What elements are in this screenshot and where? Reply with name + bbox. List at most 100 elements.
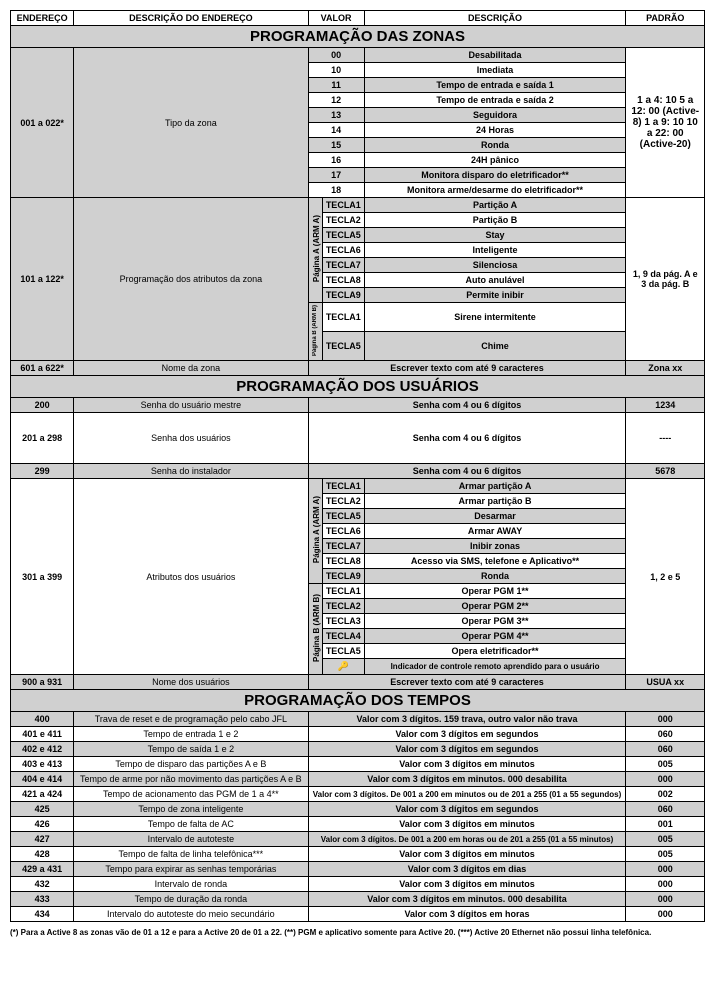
section-zonas: PROGRAMAÇÃO DAS ZONAS [11, 26, 705, 48]
nome-zona-label: Nome da zona [74, 361, 308, 376]
addr-601-622: 601 a 622* [11, 361, 74, 376]
tempo-padrao-5: 002 [626, 787, 705, 802]
ua-b-d-1: Operar PGM 2** [364, 599, 626, 614]
tempo-padrao-7: 001 [626, 817, 705, 832]
tempo-end-1: Tempo de entrada 1 e 2 [74, 727, 308, 742]
col-endereco: ENDEREÇO [11, 11, 74, 26]
ua-b-d-5: Indicador de controle remoto aprendido p… [364, 659, 626, 675]
ua-a-d-0: Armar partição A [364, 479, 626, 494]
ua-b-d-3: Operar PGM 4** [364, 629, 626, 644]
attr-a-d-4: Silenciosa [364, 258, 626, 273]
ua-a-t-3: TECLA6 [322, 524, 364, 539]
ua-a-d-2: Desarmar [364, 509, 626, 524]
attr-a-d-3: Inteligente [364, 243, 626, 258]
attr-a-d-6: Permite inibir [364, 288, 626, 303]
tempo-desc-4: Valor com 3 dígitos em minutos. 000 desa… [308, 772, 626, 787]
attr-b-d-1: Chime [364, 332, 626, 361]
ua-a-t-5: TECLA8 [322, 554, 364, 569]
zona-d-0: Desabilitada [364, 48, 626, 63]
tempo-addr-10: 429 a 431 [11, 862, 74, 877]
group-b-label: Página B (ARM B) [308, 303, 322, 361]
usr200-padrao: 1234 [626, 398, 705, 413]
tempo-end-10: Tempo para expirar as senhas temporárias [74, 862, 308, 877]
ua-b-d-2: Operar PGM 3** [364, 614, 626, 629]
attr-b-t-0: TECLA1 [322, 303, 364, 332]
zona-v-8: 17 [308, 168, 364, 183]
ua-b-d-0: Operar PGM 1** [364, 584, 626, 599]
ua-b-t-3: TECLA4 [322, 629, 364, 644]
addr-299: 299 [11, 464, 74, 479]
addr-200: 200 [11, 398, 74, 413]
attr-a-d-1: Partição B [364, 213, 626, 228]
attr-a-t-0: TECLA1 [322, 198, 364, 213]
tempo-desc-3: Valor com 3 dígitos em minutos [308, 757, 626, 772]
tempo-padrao-1: 060 [626, 727, 705, 742]
ua-a-t-4: TECLA7 [322, 539, 364, 554]
footnotes: (*) Para a Active 8 as zonas vão de 01 a… [10, 928, 705, 937]
tempo-padrao-3: 005 [626, 757, 705, 772]
ua-b-t-4: TECLA5 [322, 644, 364, 659]
ua-a-d-1: Armar partição B [364, 494, 626, 509]
tempo-addr-6: 425 [11, 802, 74, 817]
usr299-label: Senha do instalador [74, 464, 308, 479]
usr200-label: Senha do usuário mestre [74, 398, 308, 413]
zona-d-5: 24 Horas [364, 123, 626, 138]
tempo-desc-12: Valor com 3 dígitos em minutos. 000 desa… [308, 892, 626, 907]
ua-a-t-2: TECLA5 [322, 509, 364, 524]
tempo-addr-8: 427 [11, 832, 74, 847]
zona-v-2: 11 [308, 78, 364, 93]
attr-a-t-2: TECLA5 [322, 228, 364, 243]
zona-d-6: Ronda [364, 138, 626, 153]
tempo-padrao-2: 060 [626, 742, 705, 757]
zona-v-9: 18 [308, 183, 364, 198]
tempo-end-7: Tempo de falta de AC [74, 817, 308, 832]
zona-d-8: Monitora disparo do eletrificador** [364, 168, 626, 183]
zona-v-3: 12 [308, 93, 364, 108]
ua-b-d-4: Opera eletrificador** [364, 644, 626, 659]
tempo-padrao-6: 060 [626, 802, 705, 817]
attr-a-t-6: TECLA9 [322, 288, 364, 303]
col-desc: DESCRIÇÃO [364, 11, 626, 26]
attr-padrao: 1, 9 da pág. A e 3 da pág. B [626, 198, 705, 361]
tempo-end-4: Tempo de arme por não movimento das part… [74, 772, 308, 787]
usr-group-a: Página A (ARM A) [308, 479, 322, 584]
tempo-end-8: Intervalo de autoteste [74, 832, 308, 847]
tempo-end-6: Tempo de zona inteligente [74, 802, 308, 817]
zona-v-7: 16 [308, 153, 364, 168]
ua-b-t-5: 🔑 [322, 659, 364, 675]
tempo-desc-7: Valor com 3 dígitos em minutos [308, 817, 626, 832]
tempo-addr-13: 434 [11, 907, 74, 922]
ua-a-t-6: TECLA9 [322, 569, 364, 584]
addr-301-399: 301 a 399 [11, 479, 74, 675]
addr-900-931: 900 a 931 [11, 675, 74, 690]
tempo-end-3: Tempo de disparo das partições A e B [74, 757, 308, 772]
tempo-desc-1: Valor com 3 dígitos em segundos [308, 727, 626, 742]
tempo-desc-6: Valor com 3 dígitos em segundos [308, 802, 626, 817]
nome-usr-label: Nome dos usuários [74, 675, 308, 690]
usr299-desc: Senha com 4 ou 6 dígitos [308, 464, 626, 479]
section-usuarios: PROGRAMAÇÃO DOS USUÁRIOS [11, 376, 705, 398]
attr-a-d-2: Stay [364, 228, 626, 243]
usr201-label: Senha dos usuários [74, 413, 308, 464]
usr-group-b: Página B (ARM B) [308, 584, 322, 675]
tempo-addr-1: 401 e 411 [11, 727, 74, 742]
tempo-end-0: Trava de reset e de programação pelo cab… [74, 712, 308, 727]
zona-padrao: 1 a 4: 10 5 a 12: 00 (Active-8) 1 a 9: 1… [626, 48, 705, 198]
tempo-padrao-10: 000 [626, 862, 705, 877]
tipo-zona-label: Tipo da zona [74, 48, 308, 198]
tempo-desc-0: Valor com 3 dígitos. 159 trava, outro va… [308, 712, 626, 727]
tempo-padrao-0: 000 [626, 712, 705, 727]
col-valor: VALOR [308, 11, 364, 26]
ua-a-d-6: Ronda [364, 569, 626, 584]
zona-d-7: 24H pânico [364, 153, 626, 168]
attr-b-d-0: Sirene intermitente [364, 303, 626, 332]
zona-v-0: 00 [308, 48, 364, 63]
addr-101-122: 101 a 122* [11, 198, 74, 361]
tempo-end-2: Tempo de saída 1 e 2 [74, 742, 308, 757]
tempo-addr-4: 404 e 414 [11, 772, 74, 787]
tempo-padrao-4: 000 [626, 772, 705, 787]
tempo-desc-11: Valor com 3 dígitos em minutos [308, 877, 626, 892]
section-tempos: PROGRAMAÇÃO DOS TEMPOS [11, 690, 705, 712]
zona-d-1: Imediata [364, 63, 626, 78]
col-desc-end: DESCRIÇÃO DO ENDEREÇO [74, 11, 308, 26]
